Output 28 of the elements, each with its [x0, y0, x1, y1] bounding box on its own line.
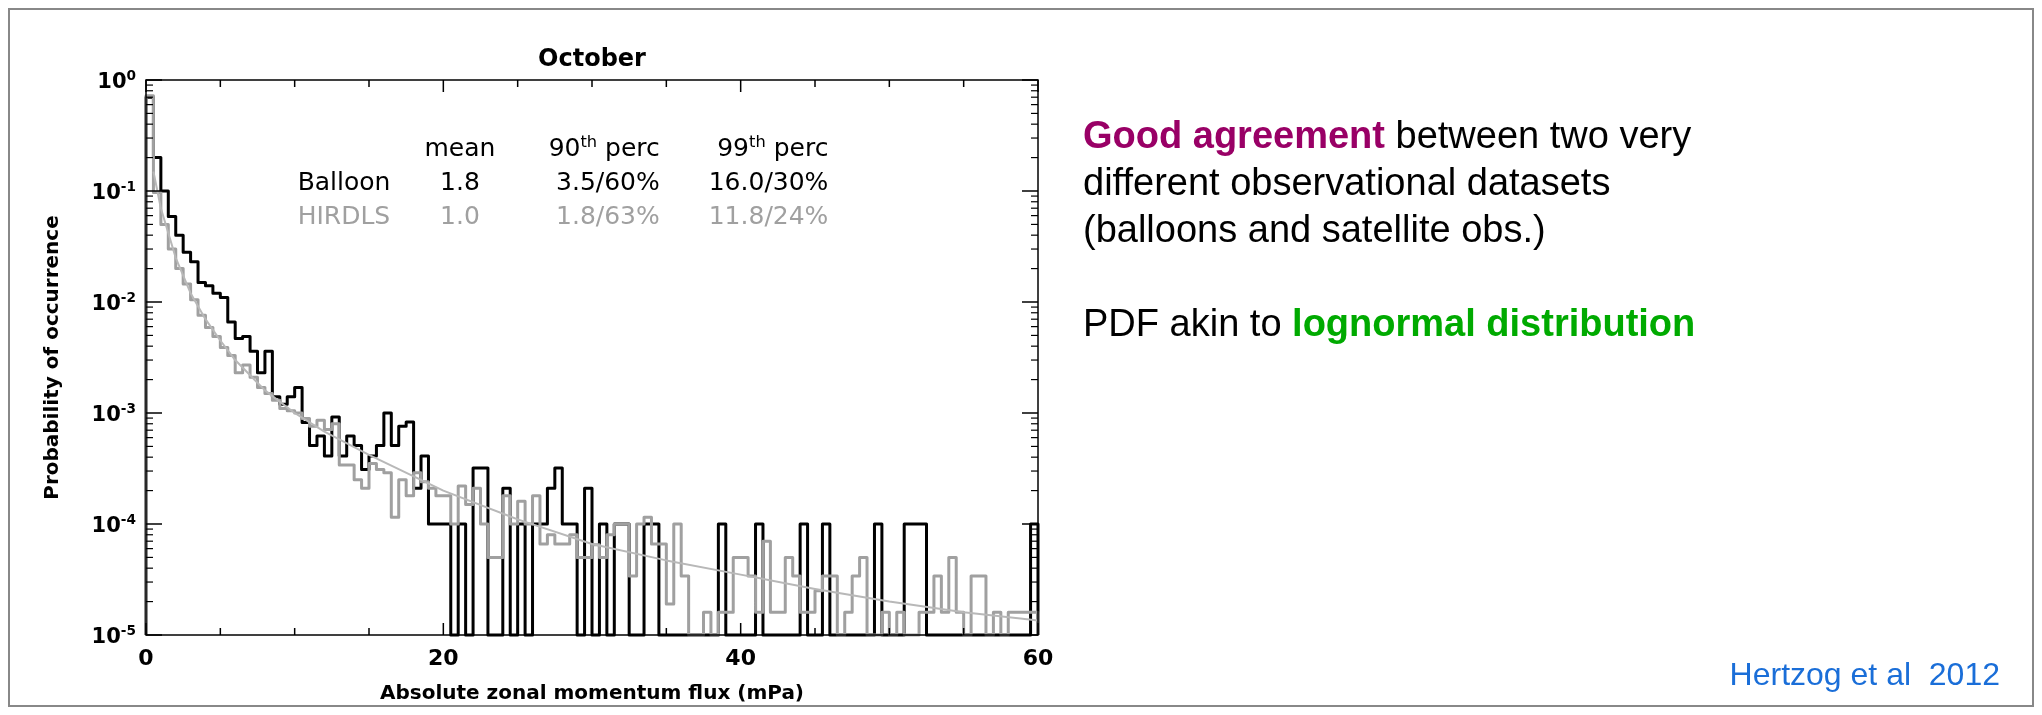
annotation: 11.8/24%: [708, 201, 829, 230]
annotation: 3.5/60%: [556, 167, 660, 196]
y-tick-label: 10$^{-5}$: [91, 622, 136, 648]
x-tick-label: 0: [138, 645, 154, 670]
text: Hertzog et al 2012: [1729, 656, 2000, 692]
x-axis-title: Absolute zonal momentum flux (mPa): [379, 680, 805, 704]
y-tick-label: 10$^{-2}$: [91, 289, 136, 315]
text: HIRDLS: [297, 201, 391, 230]
y-tick-label: 10$^{0}$: [97, 67, 136, 93]
x-tick-label: 60: [1022, 645, 1054, 670]
y-axis-title: Probability of occurrence: [39, 215, 63, 500]
text: lognormal distribution: [1292, 302, 1696, 344]
annotation: 90$^{th}$ perc: [548, 131, 660, 162]
text: Balloon: [297, 167, 391, 196]
x-tick-label: 40: [725, 645, 756, 670]
annotation: 1.8: [440, 167, 480, 196]
annotation: mean: [424, 133, 496, 162]
x-tick-label: 20: [428, 645, 459, 670]
chart-title: October: [538, 44, 647, 72]
annotation: 1.0: [440, 201, 480, 230]
y-tick-label: 10$^{-1}$: [91, 178, 136, 204]
text: PDF akin to: [1083, 302, 1282, 344]
text: Good agreement: [1083, 114, 1385, 156]
annotation: 99$^{th}$ perc: [717, 131, 829, 162]
annotation: 16.0/30%: [708, 167, 829, 196]
y-tick-label: 10$^{-3}$: [91, 400, 136, 426]
y-tick-label: 10$^{-4}$: [91, 511, 136, 537]
annotation: 1.8/63%: [556, 201, 660, 230]
